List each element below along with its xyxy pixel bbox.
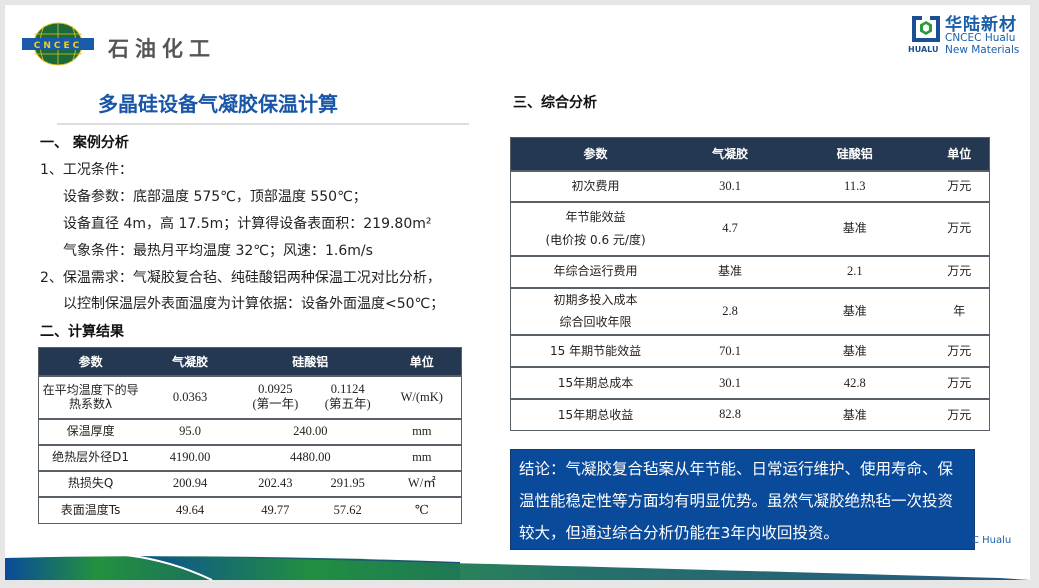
hualu-logo-en2: New Materials [945, 44, 1020, 56]
cell-aerogel: 30.1 [680, 169, 780, 202]
cell-unit: mm [382, 443, 462, 471]
cell-aerogel: 200.94 [142, 469, 238, 497]
cell-param: 绝热层外径D1 [38, 443, 143, 471]
title-divider [57, 123, 469, 125]
text-line: 设备参数：底部温度 575℃，顶部温度 550℃； [63, 189, 367, 205]
cell-unit: 万元 [929, 398, 990, 431]
table-row: 热损失Q 200.94 202.43 291.95 W/㎡ [38, 469, 462, 497]
cell-silicate-y1: 0.0925 (第一年) [237, 374, 313, 419]
conclusion-box: 结论：气凝胶复合毡案从年节能、日常运行维护、使用寿命、保温性能稳定性等方面均有明… [510, 449, 975, 550]
cell-unit: ℃ [382, 495, 462, 524]
cell-param: 15年期总收益 [510, 398, 681, 431]
text-line: 设备直径 4m，高 17.5m；计算得设备表面积：219.80m² [63, 216, 432, 232]
table-row: 年综合运行费用 基准 2.1 万元 [510, 254, 990, 288]
table-row: 绝热层外径D1 4190.00 4480.00 mm [38, 443, 462, 471]
cell-unit: W/㎡ [382, 469, 462, 497]
cell-aerogel: 30.1 [680, 366, 780, 400]
cell-silicate-y1: 202.43 [237, 469, 313, 497]
calc-results-table: 参数 气凝胶 硅酸铝 单位 在平均温度下的导热系数λ 0.0363 0.0925… [38, 347, 462, 524]
col-header: 参数 [510, 137, 681, 171]
cell-param: 初次费用 [510, 169, 681, 202]
cell-unit: 万元 [929, 169, 990, 202]
table-row: 保温厚度 95.0 240.00 mm [38, 417, 462, 445]
table-row: 初次费用 30.1 11.3 万元 [510, 169, 990, 202]
col-header: 气凝胶 [680, 137, 780, 171]
table-row: 15 年期节能效益 70.1 基准 万元 [510, 334, 990, 368]
cell-param: 初期多投入成本 综合回收年限 [510, 286, 681, 336]
section2-heading: 二、计算结果 [40, 324, 124, 340]
cell-param: 15年期总成本 [510, 366, 681, 400]
cell-aerogel: 70.1 [680, 334, 780, 368]
cell-unit: 万元 [929, 334, 990, 368]
table-row: 15年期总成本 30.1 42.8 万元 [510, 366, 990, 400]
cell-aerogel: 2.8 [680, 286, 780, 336]
cell-silicate: 基准 [779, 334, 930, 368]
cell-silicate-y1: 49.77 [237, 495, 313, 524]
cell-aerogel: 95.0 [142, 417, 238, 445]
table-header-row: 参数 气凝胶 硅酸铝 单位 [510, 137, 990, 171]
col-header: 硅酸铝 [237, 347, 383, 376]
logo-text: 石油化工 [108, 36, 216, 61]
col-header: 单位 [382, 347, 462, 376]
cell-silicate: 基准 [779, 200, 930, 256]
cell-aerogel: 基准 [680, 254, 780, 288]
cell-silicate: 基准 [779, 286, 930, 336]
cell-param: 热损失Q [38, 469, 143, 497]
table-row: 初期多投入成本 综合回收年限 2.8 基准年 [510, 286, 990, 336]
text-line: 1、工况条件： [40, 162, 133, 178]
text-line: 2、保温需求：气凝胶复合毡、纯硅酸铝两种保温工况对比分析， [40, 270, 441, 286]
cell-aerogel: 82.8 [680, 398, 780, 431]
col-header: 硅酸铝 [779, 137, 930, 171]
cell-param: 在平均温度下的导热系数λ [38, 374, 143, 419]
table-row: 表面温度Ts 49.64 49.77 57.62 ℃ [38, 495, 462, 524]
cell-silicate-y5: 291.95 [312, 469, 383, 497]
cell-aerogel: 4190.00 [142, 443, 238, 471]
cncec-globe-logo: CNCEC [22, 22, 94, 66]
cell-param: 年节能效益 (电价按 0.6 元/度) [510, 200, 681, 256]
cell-silicate: 240.00 [237, 417, 383, 445]
footer-swoosh [5, 554, 1030, 581]
svg-text:CNCEC: CNCEC [34, 41, 83, 51]
cell-param: 保温厚度 [38, 417, 143, 445]
cell-silicate-y5: 0.1124 (第五年) [312, 374, 383, 419]
cell-unit: 万元 [929, 366, 990, 400]
cell-unit: 万元 [929, 254, 990, 288]
cell-silicate: 基准 [779, 398, 930, 431]
cell-param: 表面温度Ts [38, 495, 143, 524]
text-line: 气象条件：最热月平均温度 32℃；风速：1.6m/s [63, 243, 373, 259]
cell-silicate: 42.8 [779, 366, 930, 400]
cell-param: 15 年期节能效益 [510, 334, 681, 368]
cell-unit: 万元 [929, 200, 990, 256]
cell-silicate: 2.1 [779, 254, 930, 288]
cell-unit: W/(mK) [382, 374, 462, 419]
col-header: 单位 [929, 137, 990, 171]
table-row: 年节能效益 (电价按 0.6 元/度) 4.7 基准 万元 [510, 200, 990, 256]
cell-silicate: 11.3 [779, 169, 930, 202]
col-header: 参数 [38, 347, 143, 376]
cell-aerogel: 49.64 [142, 495, 238, 524]
col-header: 气凝胶 [142, 347, 238, 376]
hualu-logo-cn: 华陆新材 [945, 15, 1017, 35]
analysis-table: 参数 气凝胶 硅酸铝 单位 初次费用 30.1 11.3 万元 年节能效益 (电价按 0… [510, 137, 990, 431]
page-title: 多晶硅设备气凝胶保温计算 [98, 92, 338, 116]
hualu-logo-icon [912, 16, 940, 42]
table-row: 15年期总收益 82.8 基准 万元 [510, 398, 990, 431]
cell-silicate-y5: 57.62 [312, 495, 383, 524]
cell-unit: mm [382, 417, 462, 445]
text-line: 以控制保温层外表面温度为计算依据：设备外面温度<50℃； [63, 296, 445, 312]
section3-heading: 三、综合分析 [513, 95, 597, 111]
cell-unit: 年 [929, 286, 990, 336]
hualu-logo-en: CNCEC Hualu [945, 32, 1016, 44]
cell-silicate: 4480.00 [237, 443, 383, 471]
cell-aerogel: 0.0363 [142, 374, 238, 419]
cell-param: 年综合运行费用 [510, 254, 681, 288]
hualu-logo-word: HUALU [908, 45, 939, 54]
table-header-row: 参数 气凝胶 硅酸铝 单位 [38, 347, 462, 376]
table-row: 在平均温度下的导热系数λ 0.0363 0.0925 (第一年) 0.1124 … [38, 374, 462, 419]
cell-aerogel: 4.7 [680, 200, 780, 256]
watermark-text: C Hualu [972, 535, 1012, 546]
section1-heading: 一、 案例分析 [40, 135, 129, 151]
